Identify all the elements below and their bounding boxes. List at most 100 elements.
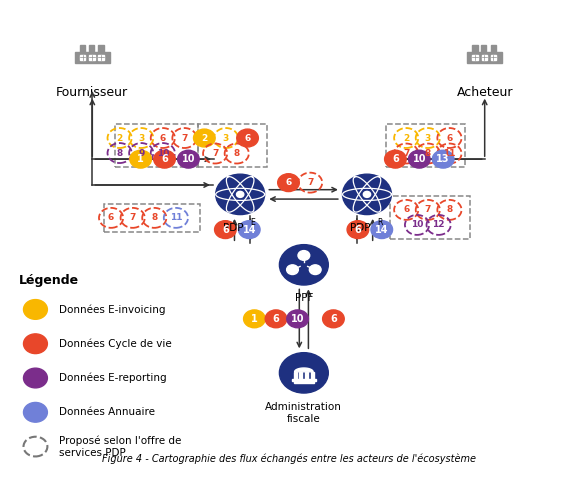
- Circle shape: [130, 150, 151, 168]
- Circle shape: [178, 150, 199, 168]
- Text: 12: 12: [432, 220, 445, 229]
- Text: 6: 6: [354, 225, 361, 235]
- Text: Fournisseur: Fournisseur: [56, 87, 128, 99]
- Circle shape: [323, 310, 344, 328]
- Circle shape: [343, 174, 391, 215]
- Circle shape: [24, 368, 47, 388]
- Text: 10: 10: [413, 154, 426, 164]
- Bar: [481, 44, 486, 52]
- Text: 8: 8: [117, 149, 123, 158]
- Circle shape: [215, 221, 236, 239]
- Bar: [299, 372, 302, 380]
- Circle shape: [371, 221, 392, 239]
- Circle shape: [409, 150, 430, 168]
- Text: 6: 6: [108, 213, 114, 222]
- Text: Données Cycle de vie: Données Cycle de vie: [59, 338, 172, 349]
- Circle shape: [298, 250, 310, 261]
- Text: 6: 6: [161, 154, 168, 164]
- Text: 3: 3: [425, 133, 431, 142]
- Text: 6: 6: [286, 178, 291, 187]
- Circle shape: [287, 310, 308, 328]
- Bar: [491, 55, 496, 60]
- Circle shape: [432, 150, 454, 168]
- Circle shape: [279, 353, 328, 393]
- Circle shape: [279, 245, 328, 285]
- Circle shape: [347, 221, 369, 239]
- Bar: [294, 380, 314, 382]
- Circle shape: [265, 310, 287, 328]
- Text: 9: 9: [138, 149, 144, 158]
- Text: 6: 6: [446, 133, 452, 142]
- Bar: [98, 44, 104, 52]
- Circle shape: [24, 334, 47, 354]
- Text: 3: 3: [223, 133, 229, 142]
- Text: 10: 10: [182, 154, 195, 164]
- Bar: [292, 379, 316, 380]
- Text: 7: 7: [129, 213, 136, 222]
- Text: 10: 10: [156, 149, 169, 158]
- Text: 3: 3: [138, 133, 144, 142]
- Text: 7: 7: [181, 133, 188, 142]
- Circle shape: [364, 191, 370, 197]
- Text: Données E-invoicing: Données E-invoicing: [59, 304, 166, 315]
- Circle shape: [24, 402, 47, 422]
- Bar: [467, 52, 502, 63]
- Circle shape: [238, 221, 260, 239]
- Circle shape: [216, 174, 265, 215]
- Text: 7: 7: [307, 178, 313, 187]
- Text: Proposé selon l'offre de
services PDP: Proposé selon l'offre de services PDP: [59, 435, 182, 457]
- Text: 2: 2: [201, 133, 208, 142]
- Text: PPF: PPF: [295, 293, 313, 304]
- Text: 7: 7: [425, 206, 431, 214]
- Circle shape: [243, 310, 265, 328]
- Text: 6: 6: [160, 133, 166, 142]
- Text: 6: 6: [245, 133, 250, 142]
- Text: Légende: Légende: [18, 274, 78, 287]
- Text: Données E-reporting: Données E-reporting: [59, 373, 167, 383]
- Bar: [75, 52, 110, 63]
- Text: 13: 13: [436, 154, 450, 164]
- Circle shape: [287, 265, 298, 274]
- Bar: [491, 44, 496, 52]
- Text: 10: 10: [411, 220, 423, 229]
- Circle shape: [278, 174, 299, 192]
- Text: 6: 6: [222, 225, 228, 235]
- Text: 14: 14: [375, 225, 388, 235]
- Text: 1: 1: [137, 154, 144, 164]
- Text: 6: 6: [272, 314, 279, 324]
- Bar: [294, 372, 297, 380]
- Bar: [305, 372, 308, 380]
- Text: Acheteur: Acheteur: [456, 87, 513, 99]
- Bar: [311, 372, 314, 380]
- Text: 6: 6: [392, 154, 399, 164]
- Bar: [98, 55, 104, 60]
- Text: R: R: [377, 218, 382, 228]
- Text: 6: 6: [403, 206, 409, 214]
- Text: 8: 8: [234, 149, 240, 158]
- Circle shape: [237, 191, 244, 197]
- Text: PDP: PDP: [223, 223, 243, 233]
- Circle shape: [385, 150, 406, 168]
- Text: E: E: [250, 218, 255, 228]
- Bar: [89, 44, 94, 52]
- Text: Administration
fiscale: Administration fiscale: [265, 402, 342, 424]
- Text: 2: 2: [117, 133, 123, 142]
- Text: 7: 7: [212, 149, 218, 158]
- Bar: [482, 55, 487, 60]
- Text: 14: 14: [242, 225, 256, 235]
- Text: PDP: PDP: [350, 223, 370, 233]
- Polygon shape: [295, 368, 313, 372]
- Text: 11: 11: [170, 213, 182, 222]
- Circle shape: [193, 129, 215, 147]
- Text: 10: 10: [291, 314, 304, 324]
- Text: Figure 4 - Cartographie des flux échangés entre les acteurs de l'écosystème: Figure 4 - Cartographie des flux échangé…: [102, 454, 475, 465]
- Text: 7: 7: [403, 149, 410, 158]
- Bar: [89, 55, 95, 60]
- Bar: [80, 55, 85, 60]
- Text: 8: 8: [446, 206, 452, 214]
- Text: 1: 1: [251, 314, 258, 324]
- Bar: [473, 44, 478, 52]
- Circle shape: [237, 129, 258, 147]
- Circle shape: [309, 265, 321, 274]
- Circle shape: [24, 300, 47, 319]
